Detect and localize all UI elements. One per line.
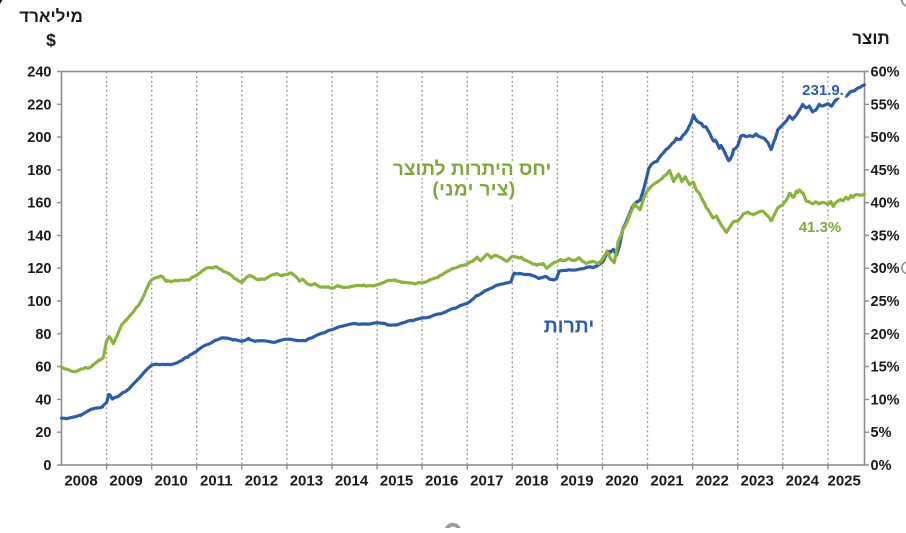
svg-text:220: 220 [27, 97, 51, 113]
svg-text:2018: 2018 [515, 473, 548, 490]
svg-text:2015: 2015 [380, 473, 413, 490]
svg-text:2023: 2023 [741, 473, 774, 490]
svg-text:35%: 35% [871, 229, 900, 245]
svg-text:תוצר: תוצר [852, 29, 889, 48]
svg-text:60: 60 [35, 360, 51, 376]
svg-text:20: 20 [35, 425, 51, 441]
svg-text:2010: 2010 [155, 473, 188, 490]
svg-text:240: 240 [27, 65, 51, 81]
svg-text:2016: 2016 [425, 473, 458, 490]
svg-text:2014: 2014 [335, 473, 369, 490]
svg-text:40: 40 [35, 392, 51, 408]
svg-text:50%: 50% [871, 130, 900, 146]
svg-text:30%: 30% [871, 261, 900, 277]
svg-text:25%: 25% [871, 294, 900, 310]
svg-text:$: $ [46, 30, 56, 50]
svg-text:140: 140 [27, 229, 51, 245]
svg-text:55%: 55% [871, 97, 900, 113]
svg-text:45%: 45% [871, 163, 900, 179]
svg-text:2020: 2020 [605, 473, 638, 490]
svg-text:100: 100 [27, 294, 51, 310]
svg-text:180: 180 [27, 163, 51, 179]
svg-text:0: 0 [43, 458, 51, 474]
svg-text:2012: 2012 [245, 473, 278, 490]
svg-text:2021: 2021 [650, 473, 683, 490]
svg-text:2011: 2011 [200, 473, 233, 490]
svg-text:2009: 2009 [109, 473, 142, 490]
svg-text:2008: 2008 [64, 473, 97, 490]
svg-text:120: 120 [27, 261, 51, 277]
svg-text:20%: 20% [871, 327, 900, 343]
svg-text:160: 160 [27, 196, 51, 212]
svg-text:231.9.: 231.9. [802, 82, 844, 99]
svg-text:60%: 60% [871, 65, 900, 81]
svg-text:200: 200 [27, 130, 51, 146]
svg-text:5%: 5% [871, 425, 892, 441]
svg-text:2017: 2017 [470, 473, 503, 490]
svg-text:2025: 2025 [828, 473, 861, 490]
svg-text:2019: 2019 [560, 473, 593, 490]
svg-text:2022: 2022 [696, 473, 729, 490]
svg-text:10%: 10% [871, 392, 900, 408]
svg-text:80: 80 [35, 327, 51, 343]
svg-text:יתרות: יתרות [544, 316, 595, 338]
svg-text:15%: 15% [871, 360, 900, 376]
svg-text:41.3%: 41.3% [799, 219, 842, 236]
svg-text:יחס היתרות לתוצר: יחס היתרות לתוצר [393, 159, 552, 180]
svg-text:40%: 40% [871, 196, 900, 212]
svg-text:0%: 0% [871, 458, 892, 474]
svg-text:(ציר ימני): (ציר ימני) [432, 180, 515, 201]
svg-text:מיליארד: מיליארד [19, 7, 83, 26]
svg-text:2024: 2024 [786, 473, 820, 490]
svg-text:2013: 2013 [290, 473, 323, 490]
